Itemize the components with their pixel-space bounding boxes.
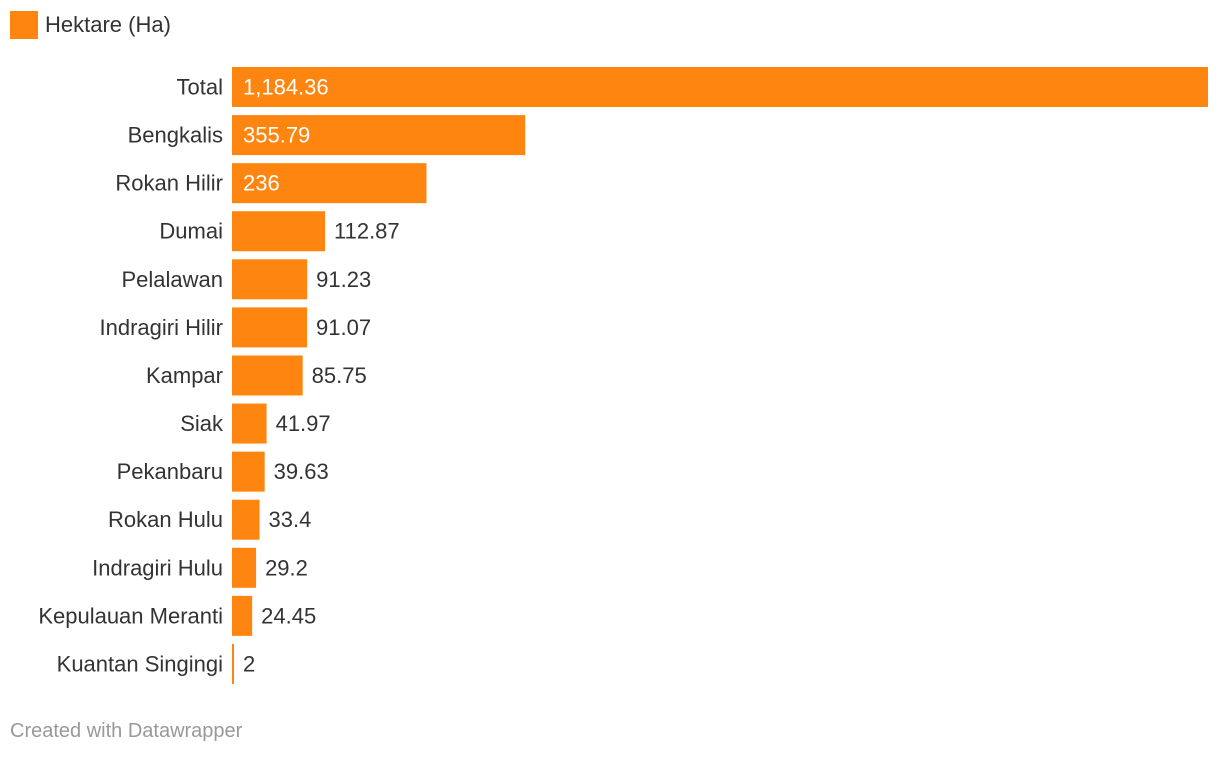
value-label: 2 (243, 651, 255, 676)
value-label: 236 (243, 171, 280, 196)
bar (232, 163, 427, 204)
category-label: Pelalawan (121, 267, 223, 292)
bar (232, 211, 326, 252)
bar (232, 115, 526, 156)
bar-row: Siak 41.97 (180, 403, 331, 444)
bar (232, 451, 265, 492)
bar-row: Bengkalis 355.79 (128, 115, 526, 156)
bar-row: Rokan Hilir 236 (115, 163, 427, 204)
value-label: 39.63 (274, 459, 329, 484)
category-label: Kampar (146, 363, 223, 388)
bar (232, 499, 260, 540)
bar-row: Indragiri Hilir 91.07 (100, 307, 371, 348)
category-label: Rokan Hulu (108, 507, 223, 532)
value-label: 85.75 (312, 363, 367, 388)
bar-row: Pelalawan 91.23 (121, 259, 371, 300)
bar-row: Pekanbaru 39.63 (117, 451, 329, 492)
value-label: 355.79 (243, 123, 310, 148)
bar (232, 355, 303, 396)
category-label: Kepulauan Meranti (38, 603, 223, 628)
category-label: Pekanbaru (117, 459, 223, 484)
value-label: 91.23 (316, 267, 371, 292)
datawrapper-credit[interactable]: Created with Datawrapper (10, 720, 243, 742)
bar-row: Dumai 112.87 (159, 211, 400, 252)
category-label: Indragiri Hilir (100, 315, 223, 340)
value-label: 33.4 (269, 507, 312, 532)
bar (232, 67, 1208, 107)
bar (232, 307, 308, 348)
bar (232, 595, 253, 636)
bar-row: Indragiri Hulu 29.2 (92, 547, 308, 588)
legend: Hektare (Ha) (10, 10, 171, 40)
category-label: Bengkalis (128, 123, 223, 148)
value-label: 112.87 (334, 219, 400, 244)
category-label: Kuantan Singingi (57, 651, 223, 676)
bar (232, 403, 267, 444)
legend-label: Hektare (Ha) (45, 12, 171, 37)
category-label: Indragiri Hulu (92, 555, 223, 580)
bar (232, 547, 257, 588)
bar (232, 643, 234, 684)
value-label: 91.07 (316, 315, 371, 340)
value-label: 24.45 (261, 603, 316, 628)
bar-row: Total 1,184.36 (177, 67, 1208, 107)
legend-swatch (10, 11, 38, 39)
value-label: 41.97 (276, 411, 331, 436)
bar-row: Kuantan Singingi 2 (57, 643, 255, 684)
bar-row: Kepulauan Meranti 24.45 (38, 595, 316, 636)
bar-chart: Total 1,184.36 Bengkalis 355.79 Rokan Hilir 2… (38, 67, 1208, 684)
category-label: Dumai (159, 219, 223, 244)
value-label: 1,184.36 (243, 75, 329, 100)
bar (232, 259, 308, 300)
category-label: Total (177, 75, 223, 100)
category-label: Siak (180, 411, 224, 436)
bar-row: Kampar 85.75 (146, 355, 367, 396)
bar-row: Rokan Hulu 33.4 (108, 499, 312, 540)
category-label: Rokan Hilir (115, 171, 223, 196)
value-label: 29.2 (265, 555, 308, 580)
